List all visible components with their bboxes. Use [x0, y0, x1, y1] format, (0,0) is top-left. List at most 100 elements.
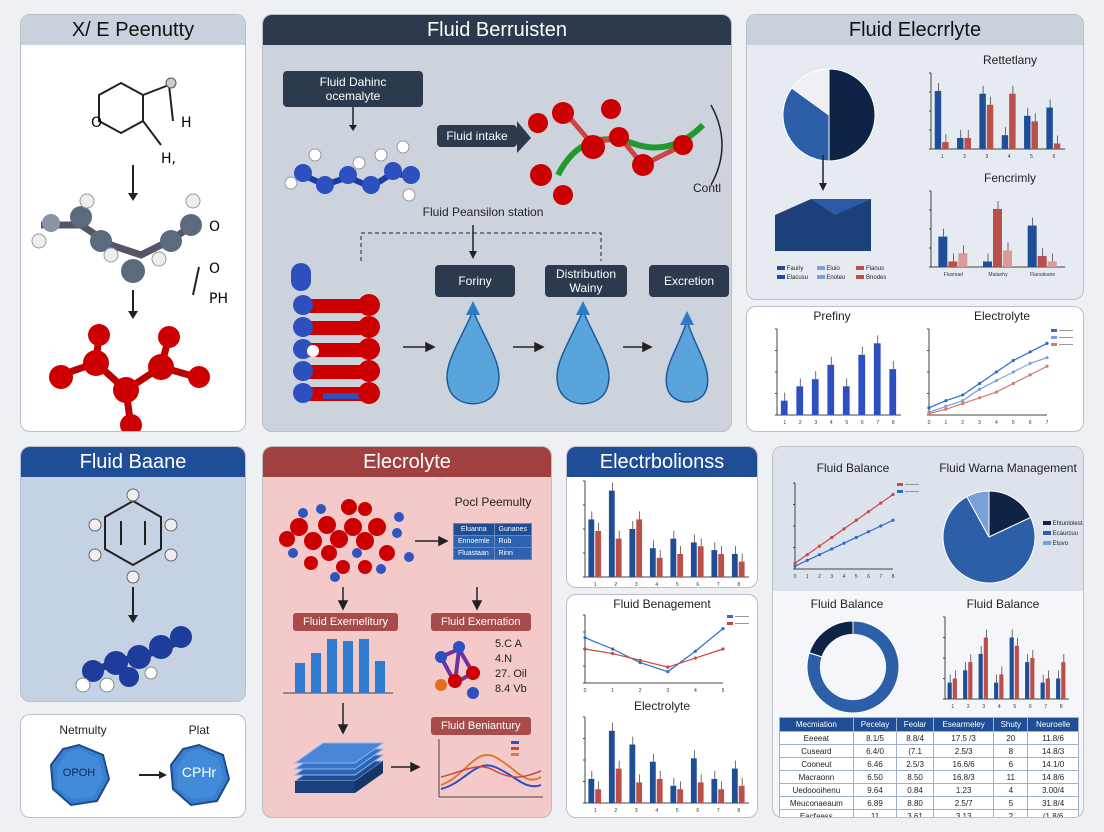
table-header: Mecmiation	[779, 717, 854, 732]
bar	[615, 768, 622, 803]
bar	[636, 782, 643, 803]
tag-exernelitury: Fluid Exernelitury	[293, 613, 398, 631]
point	[961, 399, 965, 403]
x-tick-label: 1	[783, 420, 786, 426]
point	[1028, 373, 1032, 377]
legend: Fauriy Eluio Flanus Elacusu Enoteu Bnode…	[777, 265, 897, 283]
point	[944, 399, 948, 403]
table-cell: 11	[993, 770, 1029, 784]
legend-item: Enoteu	[816, 274, 855, 283]
bar	[963, 670, 968, 699]
x-tick-label: 3	[985, 154, 988, 160]
atom-label: H,	[161, 151, 176, 167]
bar	[1061, 662, 1066, 699]
legend-item: Fauriy	[777, 265, 815, 274]
table-cell: 2.5/3	[896, 757, 934, 771]
table-cell: 8.50	[896, 770, 934, 784]
bar	[1024, 115, 1031, 149]
point	[977, 396, 982, 400]
bar	[697, 782, 704, 803]
mini-th: Eluanna	[453, 523, 495, 536]
panel-fluid-baane: Fluid Baane	[20, 446, 246, 702]
bar-chart: 1 2 3 4 5 6 7 8	[583, 716, 749, 814]
x-tick-label: 7	[1044, 704, 1047, 710]
data-table: Mecmiation Pecelay Feolar Esearmeley Shuty Ne…	[779, 717, 1079, 817]
legend-swatch	[727, 622, 733, 625]
x-tick-label: Flanuteane	[1030, 272, 1055, 278]
point	[721, 627, 725, 631]
panel-title: Fluid Berruisten	[263, 15, 731, 45]
table-cell: 17.5 /3	[932, 731, 995, 745]
point	[994, 379, 999, 383]
table-cell: 6.50	[852, 770, 898, 784]
x-tick-label: 3	[978, 420, 981, 426]
bar	[964, 137, 971, 149]
table-cell: 8	[993, 744, 1029, 758]
bar	[690, 758, 697, 803]
legend-swatch	[727, 615, 733, 618]
bar	[1003, 250, 1012, 267]
table-cell: 1.23	[932, 783, 995, 797]
x-tick-label: 6	[1052, 154, 1055, 160]
x-tick-label: 6	[696, 808, 699, 814]
bar	[796, 386, 804, 415]
red-blue-molecule	[279, 499, 414, 582]
table-cell: (7.1	[896, 744, 934, 758]
table-cell: 3.13	[932, 809, 995, 817]
bar	[938, 236, 948, 267]
bar	[656, 778, 663, 803]
table-cell: 3.00/4	[1027, 783, 1079, 797]
bar	[670, 538, 677, 577]
small-bar-chart	[283, 639, 393, 694]
table-cell: 5	[993, 796, 1029, 810]
point	[994, 390, 999, 394]
table-cell: 6.4/0	[852, 744, 898, 758]
chart-title: Fluid Balance	[966, 597, 1040, 611]
bar-chart: 1 2 3 4 5 6 7 8	[775, 328, 901, 426]
table-row: Eacfaess 11 3.61 3.13 2 (1.8/6	[779, 809, 1079, 817]
bar	[718, 553, 725, 577]
bar	[942, 142, 949, 149]
point	[830, 535, 834, 540]
chart-title: Fluid Balance	[810, 597, 884, 611]
point	[805, 558, 809, 562]
stage-distribution: Distribution Wainy	[545, 265, 627, 297]
x-tick-label: 1	[806, 574, 809, 580]
pie-slice	[942, 496, 1036, 584]
table-cell: 8.8/4	[896, 731, 934, 745]
point	[805, 553, 809, 557]
water-drop-icons	[446, 301, 709, 405]
series-line	[584, 648, 724, 668]
panel-charts-prefiny: Prefiny 1 2 3 4 5 6 7 8 Electrolyte 0 1 2 3 4 5 6 7	[746, 306, 1084, 432]
bar	[608, 490, 615, 577]
bar-chart: 1 2 3 4 5 6 7 8	[943, 616, 1069, 710]
x-tick-label: 2	[818, 574, 821, 580]
pie-slice	[791, 68, 830, 116]
x-tick-label: 0	[794, 574, 797, 580]
label-plat: Plat	[188, 723, 210, 737]
bar	[1037, 255, 1047, 267]
point	[891, 518, 895, 522]
line-chart: 0 1 2 3 4 5 6 7 8	[793, 482, 919, 580]
x-tick-label: 6	[867, 574, 870, 580]
process-diagram	[284, 99, 723, 405]
bar	[1025, 662, 1030, 699]
x-tick-label: 5	[1030, 154, 1033, 160]
donut-chart	[806, 620, 900, 714]
line-chart: 0 1 2 3 4 5 6 7	[927, 328, 1073, 426]
ladder-molecule	[291, 263, 380, 404]
molecule-diagram: O H H, O O PH	[31, 77, 228, 431]
bar	[999, 674, 1004, 699]
table-header: Neuroelle	[1027, 717, 1079, 732]
legend-swatch	[1051, 343, 1057, 346]
bar	[952, 678, 957, 699]
x-tick-label: 2	[799, 420, 802, 426]
bar	[697, 546, 704, 577]
x-tick-label: 5	[676, 808, 679, 814]
x-tick-label: 3	[814, 420, 817, 426]
x-tick-label: 3	[666, 688, 669, 694]
x-tick-label: 7	[1046, 420, 1049, 426]
bar	[957, 137, 964, 149]
x-tick-label: 2	[614, 582, 617, 588]
bar	[948, 261, 958, 267]
